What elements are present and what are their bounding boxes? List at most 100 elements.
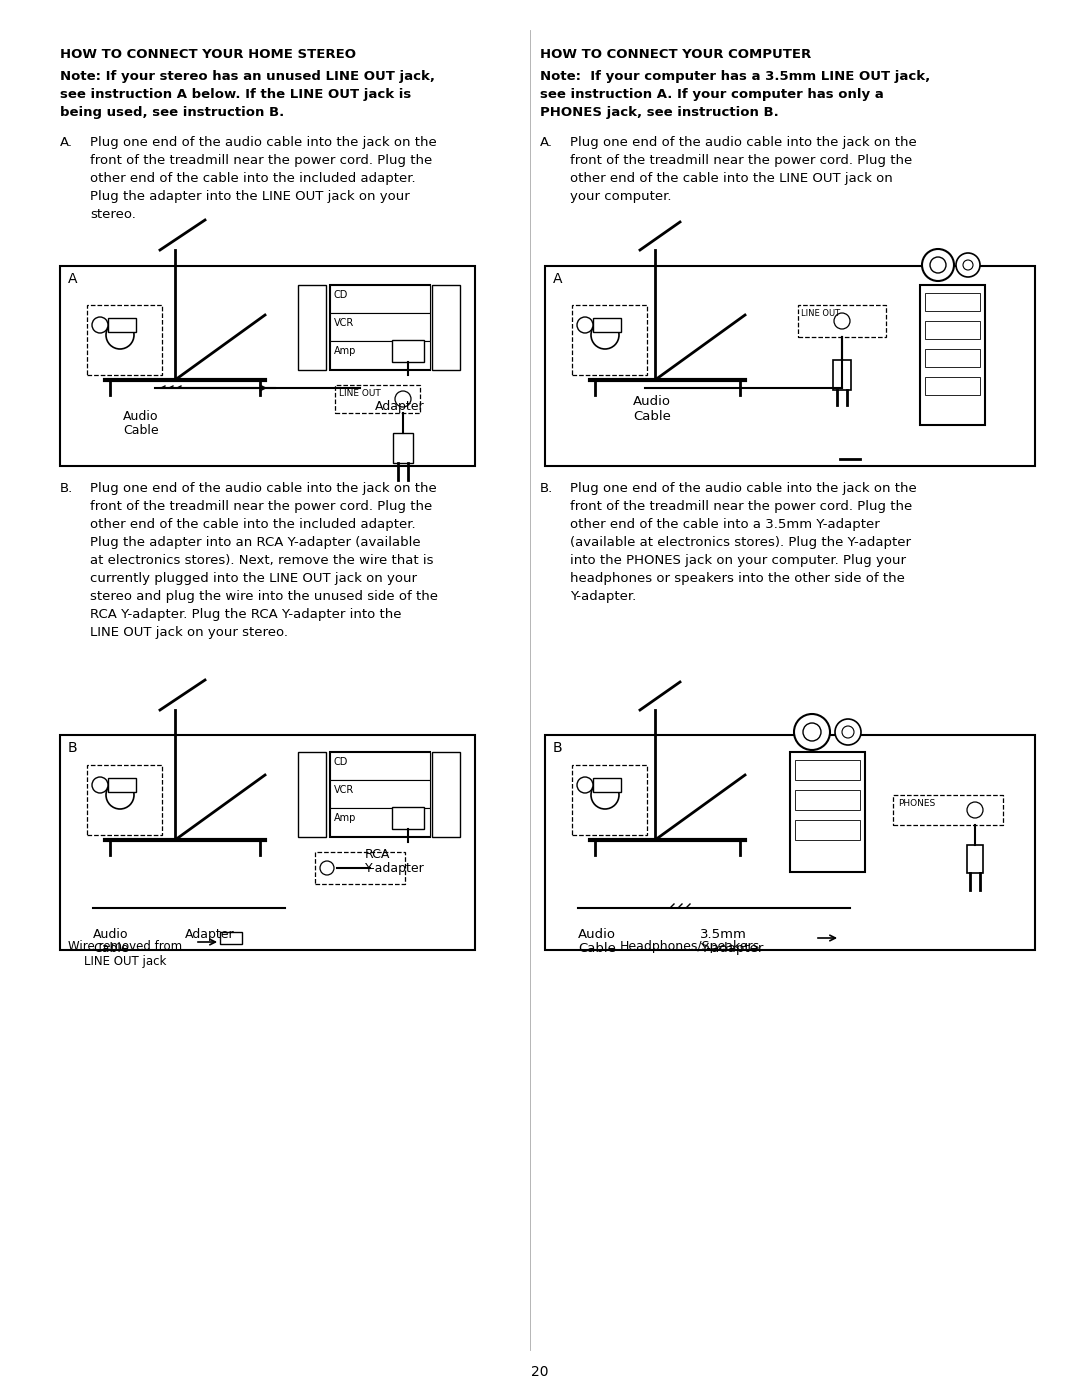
- Bar: [593, 778, 621, 792]
- Text: Y-adapter: Y-adapter: [365, 862, 424, 875]
- Bar: [924, 377, 980, 395]
- Text: Amp: Amp: [334, 813, 356, 823]
- Bar: [330, 752, 430, 837]
- Text: 3.5mm: 3.5mm: [700, 928, 747, 942]
- Bar: [315, 852, 405, 884]
- Circle shape: [956, 253, 980, 277]
- Text: Cable: Cable: [633, 409, 671, 423]
- Bar: [432, 752, 460, 837]
- Bar: [924, 349, 980, 367]
- Bar: [795, 760, 860, 780]
- Bar: [789, 752, 865, 872]
- Circle shape: [922, 249, 954, 281]
- Bar: [572, 766, 647, 835]
- Bar: [392, 339, 424, 362]
- Text: Plug one end of the audio cable into the jack on the
front of the treadmill near: Plug one end of the audio cable into the…: [570, 482, 917, 604]
- Text: 20: 20: [531, 1365, 549, 1379]
- Circle shape: [834, 313, 850, 330]
- Text: Y-adapter: Y-adapter: [700, 942, 764, 956]
- Circle shape: [106, 321, 134, 349]
- Bar: [87, 305, 162, 374]
- Text: Note:  If your computer has a 3.5mm LINE OUT jack,
see instruction A. If your co: Note: If your computer has a 3.5mm LINE …: [540, 70, 930, 119]
- Text: Headphones/Speakers: Headphones/Speakers: [620, 940, 760, 953]
- Text: B: B: [553, 740, 563, 754]
- Text: Plug one end of the audio cable into the jack on the
front of the treadmill near: Plug one end of the audio cable into the…: [90, 136, 436, 221]
- Bar: [593, 319, 621, 332]
- Bar: [392, 807, 424, 828]
- Text: Audio: Audio: [93, 928, 129, 942]
- Bar: [833, 360, 851, 390]
- Text: PHONES: PHONES: [897, 799, 935, 807]
- Bar: [893, 795, 1003, 826]
- Circle shape: [395, 391, 411, 407]
- Bar: [298, 285, 326, 370]
- Text: VCR: VCR: [334, 319, 354, 328]
- Bar: [220, 932, 242, 944]
- Bar: [330, 313, 430, 341]
- Bar: [330, 285, 430, 313]
- Text: Audio: Audio: [123, 409, 159, 423]
- Bar: [298, 752, 326, 837]
- Text: Audio: Audio: [578, 928, 616, 942]
- Text: A.: A.: [540, 136, 553, 149]
- Bar: [108, 778, 136, 792]
- Circle shape: [577, 777, 593, 793]
- Text: VCR: VCR: [334, 785, 354, 795]
- Bar: [924, 293, 980, 312]
- Bar: [330, 285, 430, 370]
- Text: LINE OUT jack: LINE OUT jack: [84, 956, 166, 968]
- Text: RCA: RCA: [365, 848, 390, 861]
- Text: Cable: Cable: [93, 942, 129, 956]
- Circle shape: [320, 861, 334, 875]
- Bar: [60, 265, 475, 467]
- Bar: [330, 341, 430, 369]
- Text: Cable: Cable: [578, 942, 616, 956]
- Text: Adapter: Adapter: [185, 928, 234, 942]
- Circle shape: [794, 714, 831, 750]
- Bar: [330, 752, 430, 780]
- Text: LINE OUT: LINE OUT: [801, 309, 840, 319]
- Text: Plug one end of the audio cable into the jack on the
front of the treadmill near: Plug one end of the audio cable into the…: [90, 482, 438, 638]
- Bar: [967, 845, 983, 873]
- Text: B: B: [68, 740, 78, 754]
- Bar: [545, 265, 1035, 467]
- Circle shape: [577, 317, 593, 332]
- Circle shape: [842, 726, 854, 738]
- Text: Cable: Cable: [123, 425, 159, 437]
- Circle shape: [963, 260, 973, 270]
- Bar: [795, 820, 860, 840]
- Bar: [432, 285, 460, 370]
- Bar: [393, 433, 413, 462]
- Text: B.: B.: [540, 482, 553, 495]
- Text: Note: If your stereo has an unused LINE OUT jack,
see instruction A below. If th: Note: If your stereo has an unused LINE …: [60, 70, 435, 119]
- Bar: [920, 285, 985, 425]
- Bar: [335, 386, 420, 414]
- Text: Audio: Audio: [633, 395, 671, 408]
- Text: HOW TO CONNECT YOUR COMPUTER: HOW TO CONNECT YOUR COMPUTER: [540, 47, 811, 61]
- Bar: [60, 735, 475, 950]
- Text: LINE OUT: LINE OUT: [339, 388, 381, 398]
- Circle shape: [92, 777, 108, 793]
- Circle shape: [106, 781, 134, 809]
- Text: Wire removed from: Wire removed from: [68, 940, 183, 953]
- Text: CD: CD: [334, 757, 349, 767]
- Circle shape: [835, 719, 861, 745]
- Text: Adapter: Adapter: [375, 400, 424, 414]
- Text: Plug one end of the audio cable into the jack on the
front of the treadmill near: Plug one end of the audio cable into the…: [570, 136, 917, 203]
- Circle shape: [804, 724, 821, 740]
- Bar: [87, 766, 162, 835]
- Circle shape: [591, 781, 619, 809]
- Text: A: A: [68, 272, 78, 286]
- Bar: [545, 735, 1035, 950]
- Bar: [572, 305, 647, 374]
- Circle shape: [591, 321, 619, 349]
- Bar: [330, 780, 430, 807]
- Text: HOW TO CONNECT YOUR HOME STEREO: HOW TO CONNECT YOUR HOME STEREO: [60, 47, 356, 61]
- Bar: [798, 305, 886, 337]
- Text: A.: A.: [60, 136, 73, 149]
- Circle shape: [930, 257, 946, 272]
- Bar: [330, 807, 430, 835]
- Text: B.: B.: [60, 482, 73, 495]
- Text: A: A: [553, 272, 563, 286]
- Bar: [795, 789, 860, 810]
